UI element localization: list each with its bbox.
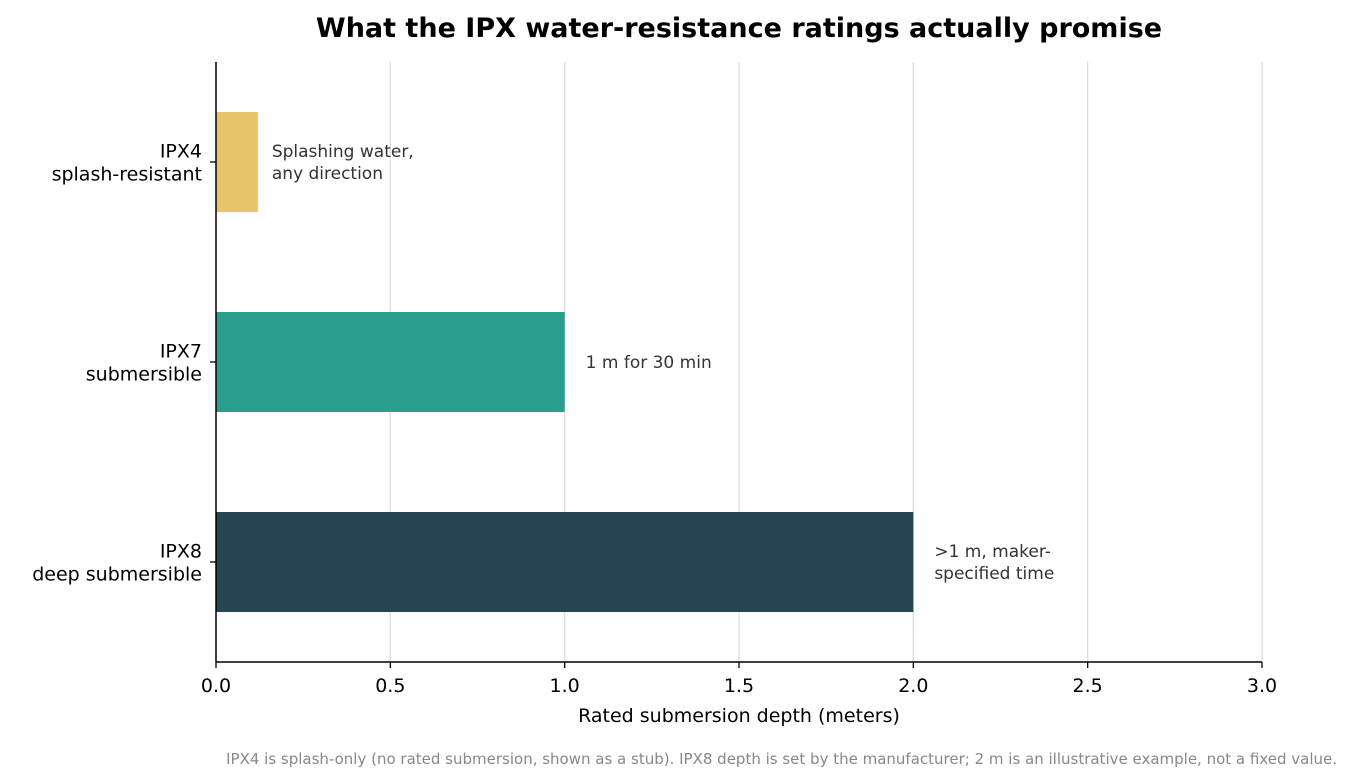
category-label-line: IPX8 xyxy=(160,541,202,563)
category-label: IPX7 submersible xyxy=(86,341,202,386)
bar xyxy=(216,312,565,412)
chart-title: What the IPX water-resistance ratings ac… xyxy=(316,13,1162,44)
bar-annotation-line: 1 m for 30 min xyxy=(586,353,712,373)
x-tick-label: 1.0 xyxy=(550,675,580,697)
bar-annotation-line: >1 m, maker- xyxy=(934,542,1051,562)
x-tick-label: 3.0 xyxy=(1247,675,1277,697)
category-label-line: IPX4 xyxy=(160,141,202,163)
axes: 0.0 0.5 1.0 1.5 2.0 2.5 3.0 IPX4 splash-resistan… xyxy=(32,62,1277,697)
bars: Splashing water, any direction 1 m for 30 … xyxy=(216,112,1054,612)
x-tick-label: 2.5 xyxy=(1073,675,1103,697)
x-tick-label: 0.0 xyxy=(201,675,231,697)
category-label-line: deep submersible xyxy=(32,564,202,586)
bar-annotation-line: any direction xyxy=(272,164,383,184)
footnote: IPX4 is splash-only (no rated submersion… xyxy=(226,750,1337,768)
category-label-line: submersible xyxy=(86,364,202,386)
bar-annotation-line: Splashing water, xyxy=(272,142,414,162)
x-axis-label: Rated submersion depth (meters) xyxy=(578,705,900,727)
bar-annotation: 1 m for 30 min xyxy=(586,353,712,373)
category-label: IPX8 deep submersible xyxy=(32,541,202,586)
category-label-line: IPX7 xyxy=(160,341,202,363)
x-tick-label: 1.5 xyxy=(724,675,754,697)
bar-annotation-line: specified time xyxy=(934,564,1054,584)
bar-annotation: >1 m, maker-specified time xyxy=(934,542,1054,584)
category-label-line: splash-resistant xyxy=(52,164,202,186)
category-label: IPX4 splash-resistant xyxy=(52,141,202,186)
x-tick-label: 0.5 xyxy=(375,675,405,697)
bar-annotation: Splashing water, any direction xyxy=(272,142,414,184)
bar xyxy=(216,512,914,612)
x-tick-label: 2.0 xyxy=(898,675,928,697)
bar xyxy=(216,112,258,212)
